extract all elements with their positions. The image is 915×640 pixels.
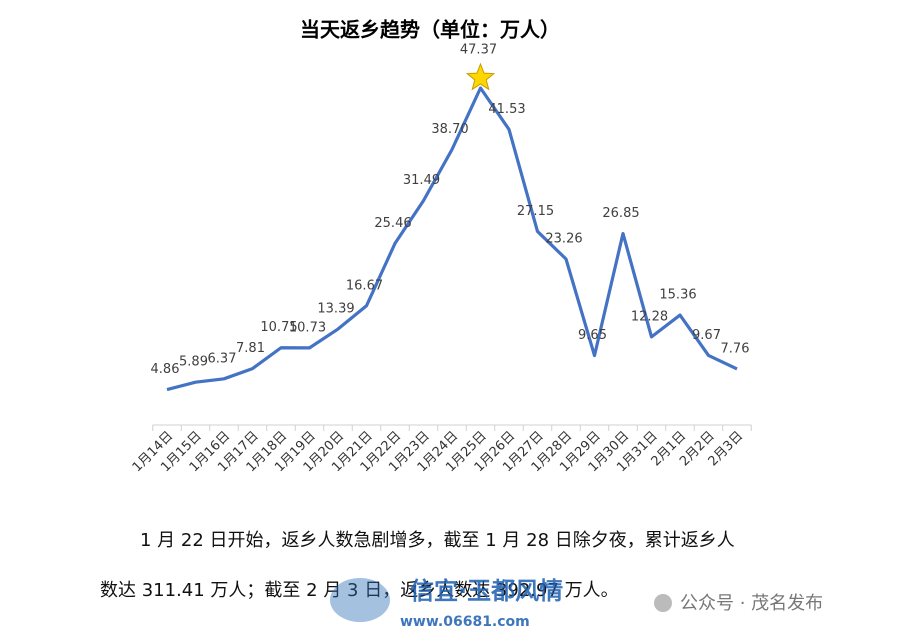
- data-label: 27.15: [517, 204, 554, 219]
- paragraph-line: 1 月 22 日开始，返乡人数急剧增多，截至 1 月 28 日除夕夜，累计返乡人: [140, 530, 735, 551]
- data-label: 7.76: [721, 341, 750, 356]
- data-label: 23.26: [545, 232, 582, 247]
- data-label: 4.86: [151, 362, 180, 377]
- data-label: 12.28: [631, 309, 668, 324]
- data-label: 38.70: [431, 122, 468, 137]
- data-label: 31.49: [403, 173, 440, 188]
- data-label: 5.89: [179, 355, 208, 370]
- data-label: 7.81: [236, 341, 265, 356]
- line: [166, 86, 738, 392]
- data-label: 16.67: [346, 278, 383, 293]
- watermark-logo: [330, 578, 390, 622]
- account-icon: [654, 594, 672, 612]
- data-label: 9.67: [692, 328, 721, 343]
- data-label: 6.37: [208, 351, 237, 366]
- data-label: 25.46: [374, 216, 411, 231]
- data-label: 47.37: [460, 43, 497, 58]
- data-label: 15.36: [659, 288, 696, 303]
- chart-title: 当天返乡趋势（单位：万人）: [300, 18, 560, 42]
- data-label: 10.73: [289, 320, 326, 335]
- watermark: 信宜·玉都风情 www.06681.com: [330, 577, 563, 630]
- data-label: 26.85: [602, 206, 639, 221]
- peak-star: [465, 62, 496, 91]
- data-label: 41.53: [488, 102, 525, 117]
- watermark-site: 信宜·玉都风情: [410, 577, 563, 605]
- watermark-account: 公众号 · 茂名发布: [680, 593, 823, 614]
- data-label: 9.65: [578, 328, 607, 343]
- data-label: 10.75: [260, 320, 297, 335]
- watermark-url: www.06681.com: [400, 614, 530, 630]
- data-label: 13.39: [317, 302, 354, 317]
- paragraph-line: 数达 311.41 万人；截至 2 月 3 日，返乡人数达 392.97 万人。: [100, 580, 619, 601]
